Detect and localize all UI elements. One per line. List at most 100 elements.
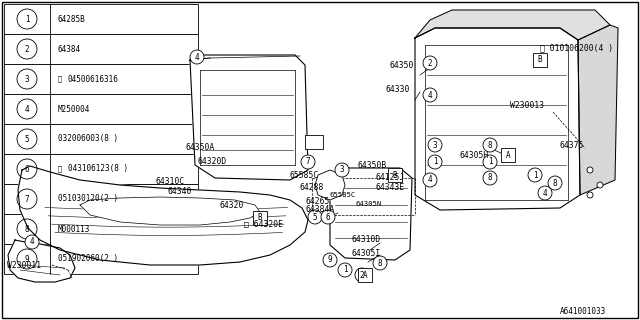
Text: A: A	[363, 270, 367, 279]
Polygon shape	[415, 28, 580, 210]
Circle shape	[308, 210, 322, 224]
Text: M250004: M250004	[58, 105, 90, 114]
Text: 64350: 64350	[390, 60, 414, 69]
Text: 8: 8	[488, 140, 492, 149]
Text: 8: 8	[488, 173, 492, 182]
Text: 8: 8	[553, 179, 557, 188]
Text: 64340: 64340	[168, 188, 193, 196]
Circle shape	[301, 155, 315, 169]
Circle shape	[548, 176, 562, 190]
Text: Ⓢ: Ⓢ	[58, 166, 62, 172]
Circle shape	[483, 155, 497, 169]
Circle shape	[321, 210, 335, 224]
Text: 64320: 64320	[220, 201, 244, 210]
Text: 7: 7	[25, 195, 29, 204]
Bar	[4, 4, 198, 34]
Text: 4: 4	[543, 188, 547, 197]
Text: 051030120(2 ): 051030120(2 )	[58, 195, 118, 204]
Text: 64265: 64265	[305, 197, 330, 206]
Text: M000113: M000113	[58, 225, 90, 234]
Circle shape	[17, 159, 37, 179]
Bar	[4, 244, 198, 274]
Text: 4: 4	[428, 175, 432, 185]
Bar	[533, 53, 547, 67]
Circle shape	[338, 263, 352, 277]
Text: 5: 5	[313, 212, 317, 221]
Text: 1: 1	[433, 157, 437, 166]
Text: 4: 4	[428, 91, 432, 100]
Text: 3: 3	[433, 140, 437, 149]
Bar	[4, 184, 198, 214]
Circle shape	[17, 189, 37, 209]
Circle shape	[17, 219, 37, 239]
Text: 2: 2	[428, 59, 432, 68]
Circle shape	[17, 69, 37, 89]
Text: 5: 5	[25, 134, 29, 143]
Text: 1: 1	[532, 171, 538, 180]
Text: 051902060(2 ): 051902060(2 )	[58, 254, 118, 263]
Text: A641001033: A641001033	[560, 308, 606, 316]
Text: 9: 9	[25, 254, 29, 263]
Text: B: B	[393, 171, 397, 180]
Text: 64285B: 64285B	[58, 14, 86, 23]
Text: 64343E: 64343E	[375, 183, 404, 193]
Text: 3: 3	[25, 75, 29, 84]
Text: 64305I: 64305I	[352, 249, 381, 258]
Text: 64305N: 64305N	[355, 201, 381, 207]
Circle shape	[373, 256, 387, 270]
Bar	[305, 135, 323, 149]
Polygon shape	[80, 197, 260, 225]
Text: 6: 6	[25, 164, 29, 173]
Text: 64125J: 64125J	[375, 172, 404, 181]
Circle shape	[323, 253, 337, 267]
Text: 8: 8	[378, 259, 382, 268]
Text: 4: 4	[25, 105, 29, 114]
Text: 65585C: 65585C	[330, 192, 356, 198]
Text: 2: 2	[360, 270, 364, 279]
Text: W230013: W230013	[510, 100, 544, 109]
Circle shape	[355, 268, 369, 282]
Polygon shape	[578, 25, 618, 195]
Circle shape	[597, 182, 603, 188]
Bar	[4, 124, 198, 154]
Text: B: B	[538, 55, 542, 65]
Text: 7: 7	[306, 157, 310, 166]
Text: 64350A: 64350A	[185, 142, 214, 151]
Circle shape	[587, 192, 593, 198]
Polygon shape	[330, 168, 412, 260]
Circle shape	[335, 163, 349, 177]
Text: Ⓢ: Ⓢ	[58, 76, 62, 82]
Text: Ⓑ 010106200(4 ): Ⓑ 010106200(4 )	[540, 44, 613, 52]
Text: 6: 6	[326, 212, 330, 221]
Text: 2: 2	[25, 44, 29, 53]
Text: 1: 1	[25, 14, 29, 23]
Bar	[4, 94, 198, 124]
Circle shape	[587, 167, 593, 173]
Polygon shape	[18, 166, 308, 265]
Text: 64375: 64375	[560, 140, 584, 149]
Text: 8: 8	[25, 225, 29, 234]
Text: 4: 4	[29, 237, 35, 246]
Bar	[4, 34, 198, 64]
Text: 9: 9	[328, 255, 332, 265]
Circle shape	[25, 235, 39, 249]
Circle shape	[428, 155, 442, 169]
Text: 04500616316: 04500616316	[68, 75, 119, 84]
Bar	[4, 64, 198, 94]
Text: 1: 1	[488, 157, 492, 166]
Text: B: B	[258, 213, 262, 222]
Bar	[4, 154, 198, 184]
Polygon shape	[415, 10, 610, 40]
Text: 64384: 64384	[58, 44, 81, 53]
Text: 4: 4	[195, 52, 199, 61]
Text: 043106123(8 ): 043106123(8 )	[68, 164, 128, 173]
Circle shape	[17, 39, 37, 59]
Text: 64350B: 64350B	[358, 161, 387, 170]
Circle shape	[423, 88, 437, 102]
Circle shape	[17, 129, 37, 149]
Circle shape	[17, 249, 37, 269]
Text: □ 64320E: □ 64320E	[244, 220, 283, 228]
Polygon shape	[8, 240, 75, 282]
Text: 64384A: 64384A	[306, 205, 335, 214]
Text: 64320D: 64320D	[197, 157, 227, 166]
